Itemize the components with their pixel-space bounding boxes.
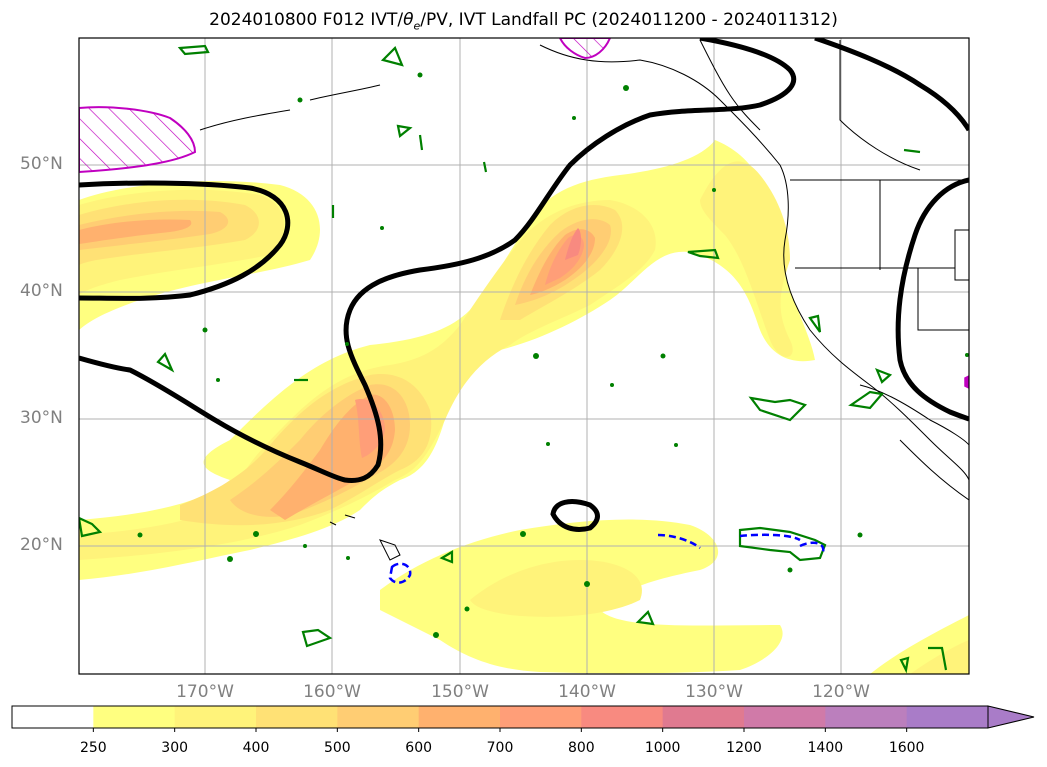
colorbar xyxy=(11,705,1035,732)
lat-label-40n: 40°N xyxy=(20,281,63,301)
lat-label-30n: 30°N xyxy=(20,408,63,428)
ivt-plume-southeast-300 xyxy=(910,640,969,674)
colorbar-segment xyxy=(744,706,826,728)
landfall-region-east xyxy=(964,375,969,389)
colorbar-tick-label: 600 xyxy=(405,740,433,756)
landfall-region-northwest xyxy=(79,106,197,174)
colorbar-segment xyxy=(500,706,582,728)
colorbar-segment xyxy=(662,706,745,728)
lon-label-160w: 160°W xyxy=(303,682,361,702)
colorbar-tick-label: 1000 xyxy=(644,740,681,756)
colorbar-segment xyxy=(12,706,94,728)
colorbar-tick-label: 1200 xyxy=(726,740,762,756)
colorbar-segment xyxy=(256,706,338,728)
lat-label-50n: 50°N xyxy=(20,154,63,174)
colorbar-segment xyxy=(93,706,176,728)
coastlines xyxy=(199,39,969,561)
graticule xyxy=(79,38,969,674)
colorbar-segment xyxy=(418,706,501,728)
colorbar-segment xyxy=(906,706,989,728)
colorbar-tick-label: 250 xyxy=(79,740,107,756)
colorbar-extend-arrow xyxy=(987,705,1035,729)
pv-contours xyxy=(79,38,969,532)
lon-label-130w: 130°W xyxy=(685,682,743,702)
map-frame xyxy=(78,37,970,675)
lon-label-150w: 150°W xyxy=(431,682,489,702)
colorbar-segment xyxy=(581,706,664,728)
theta-e-contours-negative xyxy=(388,533,825,584)
colorbar-tick-label: 300 xyxy=(161,740,189,756)
colorbar-tick-label: 700 xyxy=(486,740,514,756)
lon-label-120w: 120°W xyxy=(812,682,870,702)
ivt-plume-coast xyxy=(700,161,793,357)
colorbar-segment xyxy=(825,706,908,728)
ivt-filled-contours xyxy=(79,140,969,674)
landfall-regions xyxy=(79,38,969,389)
lat-label-20n: 20°N xyxy=(20,535,63,555)
colorbar-segment xyxy=(337,706,420,728)
ivt-plume-northwest-600 xyxy=(79,219,192,244)
theta-e-contours-positive xyxy=(79,44,948,674)
colorbar-tick-label: 800 xyxy=(567,740,595,756)
ivt-plume-south-300 xyxy=(470,560,642,617)
theta-e-dots xyxy=(137,72,969,638)
figure-title: 2024010800 F012 IVT/θe/PV, IVT Landfall … xyxy=(209,10,838,33)
ivt-plume-ne-800 xyxy=(565,228,581,260)
colorbar-tick-label: 500 xyxy=(323,740,351,756)
lon-label-170w: 170°W xyxy=(176,682,234,702)
landfall-region-north xyxy=(558,38,612,60)
colorbar-tick-label: 1400 xyxy=(807,740,844,756)
colorbar-tick-label: 400 xyxy=(242,740,270,756)
lon-label-140w: 140°W xyxy=(558,682,616,702)
colorbar-segment xyxy=(174,706,257,728)
colorbar-tick-label: 1600 xyxy=(888,740,925,756)
